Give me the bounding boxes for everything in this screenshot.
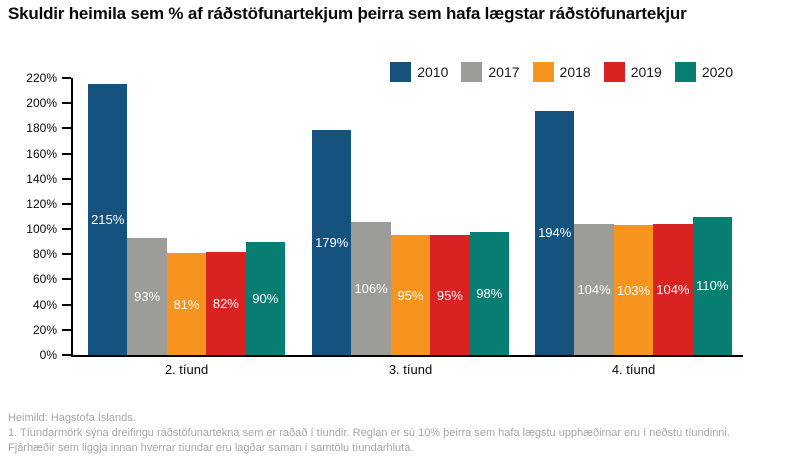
source-text: Heimild: Hagstofa Íslands.: [8, 412, 136, 424]
bar-value-label: 106%: [354, 280, 388, 296]
y-axis-label: 40%: [32, 297, 57, 312]
bar-value-label: 82%: [212, 295, 239, 311]
legend-item-label: 2018: [559, 64, 591, 80]
y-axis-label: 200%: [26, 96, 57, 111]
legend-swatch-icon: [603, 62, 625, 82]
bar-2020: 90%: [245, 241, 285, 355]
bar-2010: 194%: [535, 110, 575, 355]
bar-2020: 98%: [469, 231, 509, 355]
bar-2010: 179%: [312, 129, 352, 355]
x-axis-label: 2. tíund: [164, 362, 209, 377]
legend-item-label: 2017: [488, 64, 520, 80]
bar-2019: 95%: [430, 235, 470, 355]
bar-value-label: 90%: [252, 290, 279, 306]
y-axis-label: 100%: [26, 222, 57, 237]
bar-value-label: 103%: [616, 282, 651, 298]
bar-group: 194% 104% 103% 104% 110%: [535, 110, 732, 355]
y-axis-tick: [62, 177, 71, 180]
footer: Heimild: Hagstofa Íslands. 1. Tíundarmör…: [8, 411, 732, 456]
bar-value-label: 95%: [436, 287, 463, 303]
bar-value-label: 104%: [656, 282, 690, 298]
bar-value-label: 110%: [696, 278, 729, 294]
legend-item: 2018: [532, 62, 591, 82]
bar-2010: 215%: [88, 84, 128, 355]
legend-item: 2010: [390, 62, 448, 82]
bar-value-label: 194%: [538, 225, 572, 241]
bar-2019: 82%: [206, 251, 246, 355]
bar-2018: 95%: [390, 235, 431, 355]
legend-swatch-icon: [532, 62, 554, 82]
y-axis-label: 60%: [32, 272, 57, 287]
bar-value-label: 215%: [91, 212, 125, 228]
y-axis-tick: [62, 253, 71, 256]
bar-value-label: 95%: [397, 287, 424, 303]
y-axis-label: 160%: [26, 146, 57, 161]
legend-swatch-icon: [674, 62, 696, 82]
bar-2017: 104%: [574, 224, 614, 355]
y-axis-tick: [62, 303, 71, 306]
y-axis-tick: [62, 278, 71, 281]
legend-item-label: 2020: [701, 64, 733, 80]
y-axis-tick: [62, 77, 71, 79]
y-axis-tick: [62, 328, 71, 331]
bar-value-label: 93%: [134, 288, 161, 304]
y-axis-label: 20%: [32, 322, 57, 337]
bar-value-label: 179%: [315, 234, 349, 250]
bar-value-label: 81%: [173, 296, 200, 312]
legend-swatch-icon: [390, 62, 412, 82]
y-axis-label: 180%: [26, 121, 57, 136]
y-axis-tick: [62, 202, 71, 205]
y-axis-label: 220%: [26, 71, 57, 85]
bar-group: 215% 93% 81% 82% 90%: [88, 84, 285, 355]
bar-group: 179% 106% 95% 95% 98%: [312, 129, 509, 355]
x-axis-label: 3. tíund: [388, 362, 433, 377]
bar-value-label: 104%: [577, 282, 611, 298]
page-title: Skuldir heimila sem % af ráðstöfunartekj…: [8, 4, 687, 23]
footnote-text: 1. Tíundarmörk sýna dreifingu ráðstöfuna…: [8, 427, 730, 454]
bar-2017: 93%: [127, 237, 167, 355]
bar-2018: 81%: [166, 253, 207, 355]
y-axis-label: 0%: [39, 348, 57, 362]
legend-swatch-icon: [461, 62, 483, 82]
bar-2017: 106%: [351, 221, 391, 355]
legend-item: 2017: [461, 62, 520, 82]
bar-2018: 103%: [613, 225, 654, 355]
y-axis-label: 120%: [26, 196, 57, 211]
y-axis-label: 80%: [32, 247, 57, 262]
bar-2020: 110%: [692, 216, 732, 355]
legend-item: 2020: [674, 62, 733, 82]
y-axis-tick: [62, 228, 71, 231]
bar-value-label: 98%: [476, 285, 503, 301]
legend-item: 2019: [603, 62, 662, 82]
y-axis-tick: [62, 152, 71, 155]
y-axis-tick: [62, 127, 71, 130]
plot-area: 0% 20% 40% 60% 80% 100% 120% 140% 160% 180% 200% 22…: [26, 71, 743, 377]
legend-item-label: 2019: [630, 64, 662, 80]
legend-item-label: 2010: [417, 64, 449, 80]
x-axis-label: 4. tíund: [611, 362, 656, 377]
y-axis-tick: [62, 354, 71, 356]
bar-2019: 104%: [653, 224, 693, 355]
legend: 2010 2017 2018 2019 2020: [390, 62, 733, 82]
y-axis-label: 140%: [26, 171, 57, 186]
y-axis-tick: [62, 102, 71, 105]
